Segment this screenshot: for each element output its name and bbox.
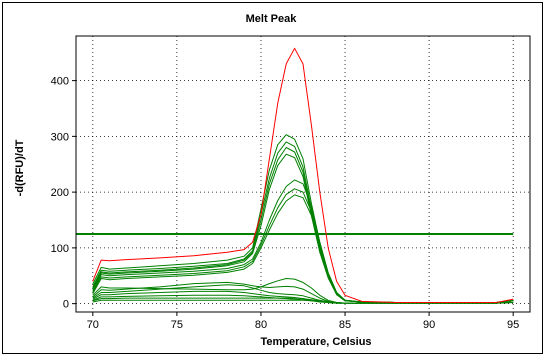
- x-tick-label: 95: [507, 319, 519, 331]
- series-line: [92, 47, 514, 303]
- plot-border: [75, 35, 531, 313]
- x-axis-title: Temperature, Celsius: [260, 336, 371, 348]
- y-tick-label: 400: [51, 76, 69, 88]
- x-tick-label: 85: [339, 319, 351, 331]
- chart-title: Melt Peak: [246, 13, 298, 25]
- y-tick-label: 200: [51, 187, 69, 199]
- melt-peak-chart: Melt Peak -d(RFU)/dT Temperature, Celsiu…: [14, 13, 531, 348]
- x-tick-label: 80: [255, 319, 267, 331]
- y-tick-label: 0: [63, 299, 69, 311]
- plot-area: 70 75 80 85 90 95 0 100 200 300 400: [51, 35, 531, 331]
- x-tick-label: 75: [171, 319, 183, 331]
- y-tick-label: 100: [51, 243, 69, 255]
- y-axis-title: -d(RFU)/dT: [14, 139, 26, 196]
- series-line: [92, 299, 514, 304]
- y-tick-label: 300: [51, 131, 69, 143]
- x-tick-label: 70: [87, 319, 99, 331]
- x-tick-label: 90: [423, 319, 435, 331]
